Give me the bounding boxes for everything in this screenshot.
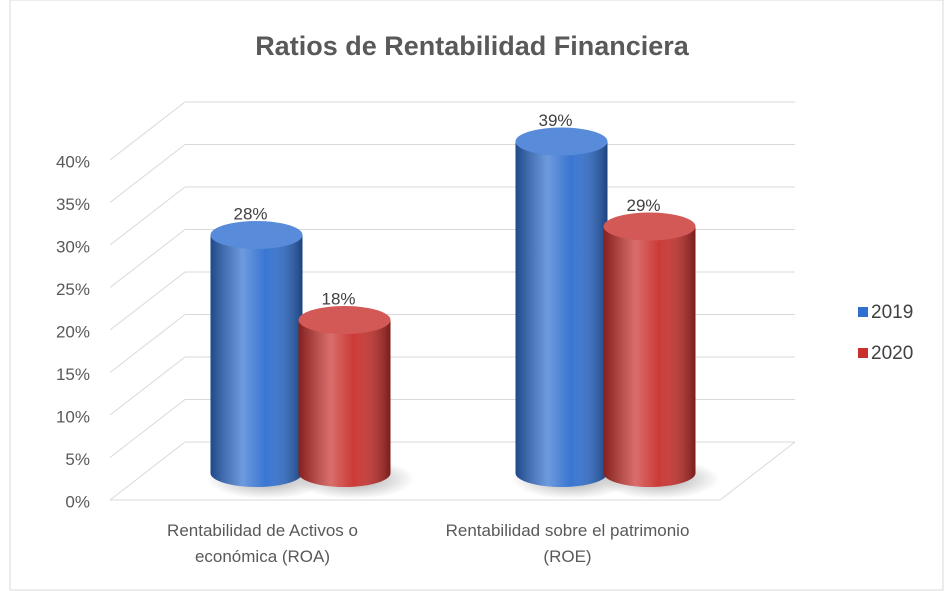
y-tick-label: 35% <box>56 195 90 214</box>
floor-right <box>719 441 796 501</box>
bar <box>603 212 696 488</box>
y-tick-label: 30% <box>56 237 90 256</box>
y-tick-label: 40% <box>56 152 90 171</box>
x-tick-label: Rentabilidad de Activos o económica (ROA… <box>167 521 358 566</box>
y-tick-label: 5% <box>65 450 90 469</box>
bar <box>210 221 303 488</box>
legend-label: 2020 <box>871 343 913 364</box>
data-label: 39% <box>538 111 572 130</box>
grid-line-side <box>109 271 186 331</box>
grid-line-side <box>109 229 186 288</box>
y-tick-label: 15% <box>56 365 90 384</box>
legend-label: 2019 <box>871 302 913 323</box>
grid-line-side <box>109 399 186 458</box>
bar <box>298 306 391 488</box>
bar <box>515 127 608 488</box>
grid-line-side <box>109 314 186 373</box>
legend-swatch <box>858 307 868 317</box>
grid-line-side <box>109 356 186 416</box>
data-label: 28% <box>233 204 267 223</box>
grid-line-side <box>109 101 186 161</box>
frame <box>9 0 944 591</box>
data-label: 18% <box>321 289 355 308</box>
y-tick-label: 10% <box>56 407 90 426</box>
y-tick-label: 25% <box>56 280 90 299</box>
grid-line-side <box>109 186 186 246</box>
grid-line-side <box>109 144 186 203</box>
y-tick-label: 0% <box>65 492 90 511</box>
grid-line-side <box>109 441 186 501</box>
y-tick-label: 20% <box>56 322 90 341</box>
x-tick-label: Rentabilidad sobre el patrimonio (ROE) <box>445 521 690 566</box>
data-label: 29% <box>626 196 660 215</box>
chart-title: Ratios de Rentabilidad Financiera <box>255 31 690 61</box>
legend-swatch <box>858 348 868 358</box>
